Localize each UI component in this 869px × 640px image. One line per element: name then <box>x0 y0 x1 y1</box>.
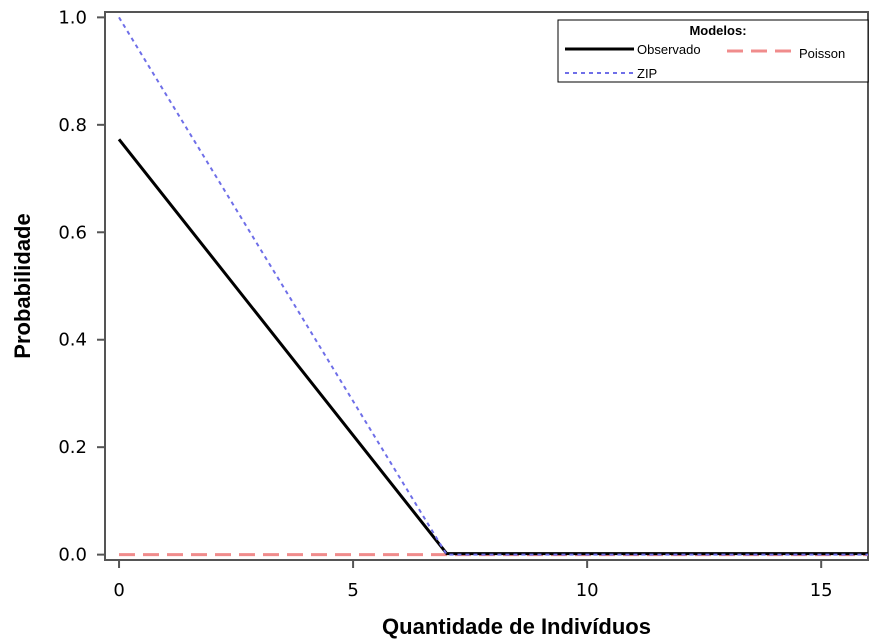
y-tick-label-0.8: 0.8 <box>58 115 87 136</box>
y-tick-label-0.4: 0.4 <box>58 330 87 351</box>
x-tick-label-0: 0 <box>113 580 124 601</box>
y-tick-label-0.6: 0.6 <box>58 222 87 243</box>
legend-label-observado: Observado <box>637 42 701 57</box>
x-tick-label-5: 5 <box>347 580 358 601</box>
legend: Modelos: Observado Poisson ZIP <box>557 19 869 83</box>
y-tick-label-0.0: 0.0 <box>58 545 87 566</box>
x-axis-title: Quantidade de Indivíduos <box>382 614 651 639</box>
series-line-zip <box>118 16 868 556</box>
legend-label-poisson: Poisson <box>799 46 845 61</box>
legend-title: Modelos: <box>689 23 746 38</box>
y-tick-label-0.2: 0.2 <box>58 437 87 458</box>
x-tick-label-15: 15 <box>810 580 833 601</box>
series-lines <box>117 16 868 557</box>
x-tick-label-10: 10 <box>576 580 599 601</box>
plot-area <box>104 11 869 561</box>
y-axis: 0.0 0.2 0.4 0.6 0.8 1.0 <box>58 7 105 566</box>
series-line-observado <box>117 138 868 556</box>
legend-box <box>557 19 869 83</box>
legend-label-zip: ZIP <box>637 66 657 81</box>
plot-frame <box>104 11 869 561</box>
y-axis-title: Probabilidade <box>10 213 35 358</box>
y-tick-label-1.0: 1.0 <box>58 7 87 28</box>
x-axis: 0 5 10 15 <box>113 560 833 601</box>
